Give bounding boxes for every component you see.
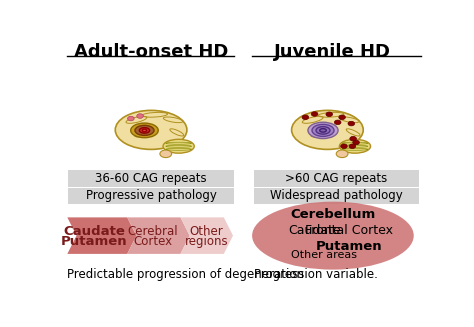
Circle shape <box>302 115 309 120</box>
Ellipse shape <box>319 129 326 132</box>
Text: >60 CAG repeats: >60 CAG repeats <box>285 172 388 185</box>
FancyBboxPatch shape <box>68 170 234 186</box>
Ellipse shape <box>142 129 146 132</box>
Text: 36-60 CAG repeats: 36-60 CAG repeats <box>95 172 207 185</box>
Text: Cerebral: Cerebral <box>128 225 178 238</box>
Circle shape <box>341 144 347 148</box>
Ellipse shape <box>139 128 150 133</box>
Ellipse shape <box>316 127 330 134</box>
Text: Other: Other <box>189 225 223 238</box>
Circle shape <box>326 112 333 116</box>
Text: Progression variable.: Progression variable. <box>254 268 378 281</box>
Text: regions: regions <box>184 235 228 248</box>
Ellipse shape <box>115 111 187 149</box>
Text: Putamen: Putamen <box>316 240 383 253</box>
Text: Caudate: Caudate <box>63 225 125 238</box>
Text: Cerebellum: Cerebellum <box>290 208 375 221</box>
Ellipse shape <box>292 111 363 149</box>
Text: Predictable progression of degeneration: Predictable progression of degeneration <box>67 268 304 281</box>
Text: Caudate: Caudate <box>288 224 341 237</box>
Circle shape <box>349 144 356 148</box>
Circle shape <box>128 116 134 121</box>
Text: Progressive pathology: Progressive pathology <box>86 189 217 202</box>
Circle shape <box>334 120 341 125</box>
Text: Frontal Cortex: Frontal Cortex <box>305 224 393 237</box>
Ellipse shape <box>339 139 371 153</box>
Ellipse shape <box>131 123 158 138</box>
Ellipse shape <box>336 150 348 158</box>
Circle shape <box>339 115 346 120</box>
Ellipse shape <box>163 139 194 153</box>
Polygon shape <box>181 217 233 254</box>
Text: Juvenile HD: Juvenile HD <box>274 43 392 61</box>
Polygon shape <box>67 217 137 254</box>
Circle shape <box>350 136 356 141</box>
Text: Cortex: Cortex <box>133 235 173 248</box>
Circle shape <box>311 112 318 116</box>
Ellipse shape <box>135 125 154 135</box>
FancyBboxPatch shape <box>254 188 419 204</box>
Ellipse shape <box>308 122 338 139</box>
Circle shape <box>348 121 355 126</box>
Circle shape <box>353 140 359 145</box>
Polygon shape <box>127 217 190 254</box>
FancyBboxPatch shape <box>68 188 234 204</box>
Ellipse shape <box>160 150 172 158</box>
Text: Widespread pathology: Widespread pathology <box>270 189 403 202</box>
Ellipse shape <box>252 202 414 270</box>
Ellipse shape <box>312 124 334 136</box>
FancyBboxPatch shape <box>254 170 419 186</box>
Text: Adult-onset HD: Adult-onset HD <box>74 43 228 61</box>
Text: Putamen: Putamen <box>61 235 128 249</box>
Circle shape <box>137 114 143 118</box>
Text: Other areas: Other areas <box>291 250 357 260</box>
